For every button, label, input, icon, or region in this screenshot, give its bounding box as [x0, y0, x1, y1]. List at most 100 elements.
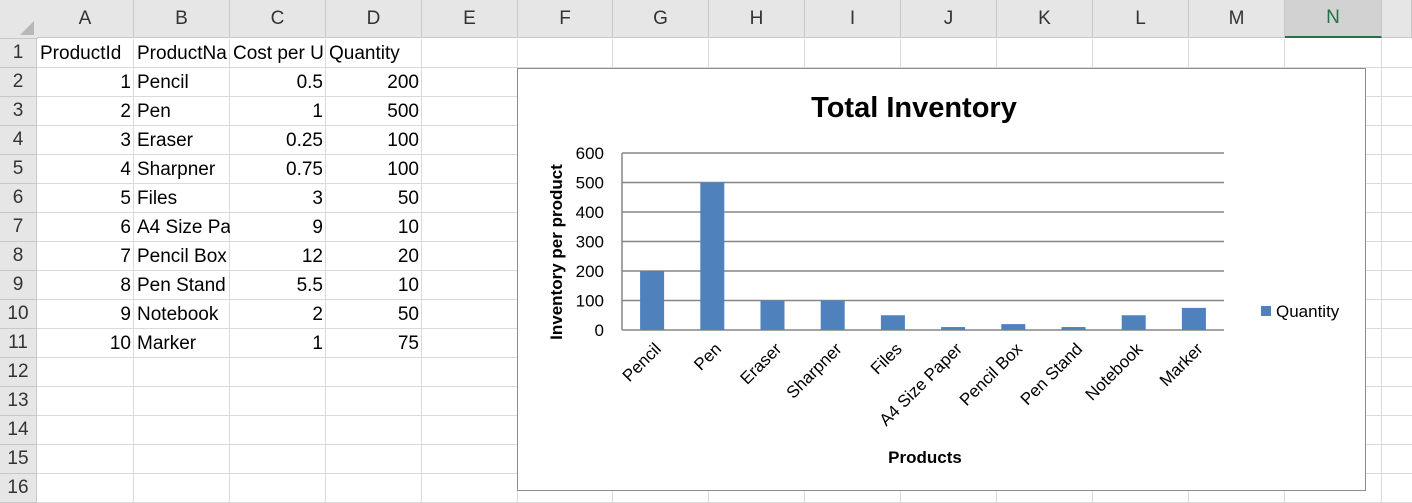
cost-cell[interactable]: 2 [312, 304, 323, 325]
row-header-1[interactable]: 1 [0, 39, 37, 68]
product-name-cell[interactable]: Notebook [137, 304, 219, 325]
column-header-i[interactable]: I [805, 0, 901, 38]
product-id-cell[interactable]: 10 [109, 333, 131, 354]
column-header-f[interactable]: F [518, 0, 613, 38]
row-header-13[interactable]: 13 [0, 387, 37, 416]
row-header-2[interactable]: 2 [0, 68, 37, 97]
row-header-12[interactable]: 12 [0, 358, 37, 387]
column-header-n[interactable]: N [1285, 0, 1382, 38]
chart-title: Total Inventory [811, 92, 1017, 124]
quantity-cell[interactable]: 500 [387, 101, 419, 122]
cost-cell[interactable]: 12 [301, 246, 323, 267]
cost-cell[interactable]: 0.25 [286, 130, 323, 151]
product-name-cell[interactable]: Eraser [137, 130, 193, 151]
product-id-cell[interactable]: 7 [120, 246, 131, 267]
column-header-g[interactable]: G [613, 0, 709, 38]
cost-cell[interactable]: 3 [312, 188, 323, 209]
x-tick-label: Pencil Box [956, 339, 1027, 410]
row-header-7[interactable]: 7 [0, 213, 37, 242]
product-name-cell[interactable]: Pencil [137, 72, 189, 93]
column-header-l[interactable]: L [1093, 0, 1189, 38]
row-header-16[interactable]: 16 [0, 474, 37, 503]
product-name-cell[interactable]: Pen Stand [137, 275, 226, 296]
row-header-14[interactable]: 14 [0, 416, 37, 445]
row-header-4[interactable]: 4 [0, 126, 37, 155]
x-tick-label: Pen Stand [1017, 339, 1087, 409]
row-header-9[interactable]: 9 [0, 271, 37, 300]
product-id-cell[interactable]: 8 [120, 275, 131, 296]
header-cell[interactable]: Quantity [329, 43, 400, 64]
chart-legend: Quantity [1261, 302, 1340, 321]
column-header-m[interactable]: M [1189, 0, 1285, 38]
header-cell[interactable]: ProductId [40, 43, 122, 64]
bar-files [880, 315, 905, 330]
bar-notebook [1121, 315, 1146, 330]
chart-bars [640, 182, 1206, 330]
legend-swatch [1261, 306, 1271, 316]
product-id-cell[interactable]: 9 [120, 304, 131, 325]
bar-pencil-box [1001, 324, 1026, 330]
x-tick-label: Files [867, 339, 906, 378]
cost-cell[interactable]: 0.75 [286, 159, 323, 180]
product-name-cell[interactable]: A4 Size Pa [137, 217, 230, 238]
y-tick-label: 100 [576, 292, 604, 311]
cost-cell[interactable]: 1 [312, 333, 323, 354]
quantity-cell[interactable]: 200 [387, 72, 419, 93]
row-header-15[interactable]: 15 [0, 445, 37, 474]
header-cell[interactable]: Cost per U [233, 43, 324, 64]
product-id-cell[interactable]: 1 [120, 72, 131, 93]
select-all-button[interactable] [0, 0, 38, 39]
product-id-cell[interactable]: 6 [120, 217, 131, 238]
product-name-cell[interactable]: Pencil Box [137, 246, 227, 267]
header-cell[interactable]: ProductNa [137, 43, 227, 64]
quantity-cell[interactable]: 75 [397, 333, 419, 354]
quantity-cell[interactable]: 100 [387, 159, 419, 180]
product-name-cell[interactable]: Sharpner [137, 159, 216, 180]
product-id-cell[interactable]: 3 [120, 130, 131, 151]
row-header-11[interactable]: 11 [0, 329, 37, 358]
column-header-c[interactable]: C [230, 0, 326, 38]
quantity-cell[interactable]: 50 [397, 188, 419, 209]
row-header-6[interactable]: 6 [0, 184, 37, 213]
product-id-cell[interactable]: 2 [120, 101, 131, 122]
row-header-10[interactable]: 10 [0, 300, 37, 329]
y-tick-label: 500 [576, 174, 604, 193]
chart-object[interactable]: Total Inventory 0 100 200 300 400 500 600 Penc… [517, 68, 1366, 491]
product-id-cell[interactable]: 4 [120, 159, 131, 180]
row-header-3[interactable]: 3 [0, 97, 37, 126]
x-tick-label: Pencil [619, 339, 665, 385]
cost-cell[interactable]: 5.5 [296, 275, 323, 296]
row-header-5[interactable]: 5 [0, 155, 37, 184]
x-tick-label: Notebook [1082, 339, 1147, 404]
row-header-8[interactable]: 8 [0, 242, 37, 271]
bar-pen-stand [1061, 327, 1086, 330]
quantity-cell[interactable]: 10 [397, 275, 419, 296]
bar-chart: Total Inventory 0 100 200 300 400 500 600 Penc… [547, 92, 1340, 467]
quantity-cell[interactable]: 10 [397, 217, 419, 238]
product-name-cell[interactable]: Marker [137, 333, 197, 354]
quantity-cell[interactable]: 20 [397, 246, 419, 267]
bar-sharpner [820, 300, 845, 330]
column-header-h[interactable]: H [709, 0, 805, 38]
column-header-a[interactable]: A [37, 0, 134, 38]
column-header-k[interactable]: K [997, 0, 1093, 38]
product-name-cell[interactable]: Files [137, 188, 178, 209]
column-header-d[interactable]: D [326, 0, 422, 38]
grid-line-horizontal [37, 67, 1412, 68]
cost-cell[interactable]: 0.5 [296, 72, 323, 93]
x-tick-label: Sharpner [783, 339, 846, 402]
column-header-e[interactable]: E [422, 0, 518, 38]
column-header-b[interactable]: B [134, 0, 230, 38]
bar-pencil [640, 271, 665, 330]
quantity-cell[interactable]: 50 [397, 304, 419, 325]
product-id-cell[interactable]: 5 [120, 188, 131, 209]
legend-label: Quantity [1276, 302, 1340, 321]
product-name-cell[interactable]: Pen [137, 101, 171, 122]
cost-cell[interactable]: 1 [312, 101, 323, 122]
cost-cell[interactable]: 9 [312, 217, 323, 238]
select-all-triangle-icon [20, 21, 34, 35]
column-header-j[interactable]: J [901, 0, 997, 38]
quantity-cell[interactable]: 100 [387, 130, 419, 151]
